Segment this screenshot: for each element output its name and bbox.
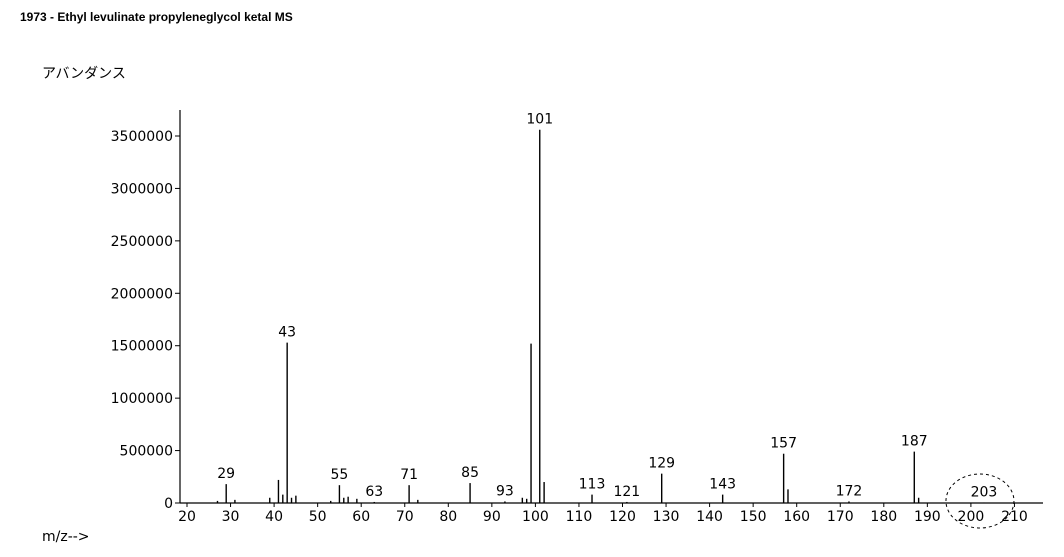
peak-label-93: 93 <box>496 483 514 499</box>
peak-label-43: 43 <box>278 325 296 341</box>
x-tick-label: 90 <box>483 509 501 525</box>
x-tick-label: 30 <box>222 509 240 525</box>
y-tick-label: 1500000 <box>111 339 173 355</box>
x-tick-label: 180 <box>870 509 897 525</box>
x-tick-label: 210 <box>1001 509 1028 525</box>
highlight <box>945 473 1015 529</box>
peak-label-203: 203 <box>971 484 998 500</box>
peak-label-187: 187 <box>901 434 928 450</box>
peak-label-55: 55 <box>331 467 349 483</box>
highlight-circle-203 <box>945 473 1015 529</box>
x-tick-label: 150 <box>740 509 767 525</box>
x-axis-title: m/z--> <box>42 529 90 545</box>
y-tick-label: 3500000 <box>111 129 173 145</box>
x-tick-label: 50 <box>309 509 327 525</box>
x-tick-label: 60 <box>352 509 370 525</box>
peak-label-101: 101 <box>526 112 553 128</box>
x-tick-label: 20 <box>178 509 196 525</box>
axes <box>179 110 1043 504</box>
peak-label-85: 85 <box>461 465 479 481</box>
peak-label-129: 129 <box>648 456 675 472</box>
x-tick-label: 140 <box>696 509 723 525</box>
x-tick-label: 200 <box>958 509 985 525</box>
peak-label-143: 143 <box>709 477 736 493</box>
peak-label-157: 157 <box>770 436 797 452</box>
peak-label-63: 63 <box>365 484 383 500</box>
peak-label-172: 172 <box>836 483 863 499</box>
y-tick-label: 500000 <box>120 444 173 460</box>
y-tick-label: 3000000 <box>111 181 173 197</box>
peak-label-71: 71 <box>400 467 418 483</box>
x-tick-label: 160 <box>783 509 810 525</box>
x-tick-label: 110 <box>566 509 593 525</box>
x-tick-label: 70 <box>396 509 414 525</box>
peak-label-121: 121 <box>613 484 640 500</box>
y-ticks: 0 500000 1000000 1500000 2000000 2500000 30000… <box>111 129 180 512</box>
peak-label-29: 29 <box>217 466 235 482</box>
x-ticks: 20 30 40 50 60 70 80 90 100 110 120 130 140 150 160 170… <box>178 503 1028 525</box>
y-axis-title: アバンダンス <box>42 66 126 82</box>
y-tick-label: 1000000 <box>111 391 173 407</box>
x-tick-label: 80 <box>439 509 457 525</box>
x-tick-label: 120 <box>609 509 636 525</box>
x-tick-label: 190 <box>914 509 941 525</box>
peaks <box>216 129 985 503</box>
y-tick-label: 0 <box>164 496 173 512</box>
peak-label-113: 113 <box>579 477 606 493</box>
peak-labels: 29 43 55 63 71 85 93 101 113 121 129 143 157 172 187 20… <box>217 112 997 501</box>
chart-title: 1973 - Ethyl levulinate propyleneglycol … <box>20 10 293 24</box>
y-tick-label: 2000000 <box>111 286 173 302</box>
y-tick-label: 2500000 <box>111 234 173 250</box>
x-tick-label: 170 <box>827 509 854 525</box>
x-tick-label: 100 <box>522 509 549 525</box>
x-tick-label: 40 <box>265 509 283 525</box>
x-tick-label: 130 <box>653 509 680 525</box>
